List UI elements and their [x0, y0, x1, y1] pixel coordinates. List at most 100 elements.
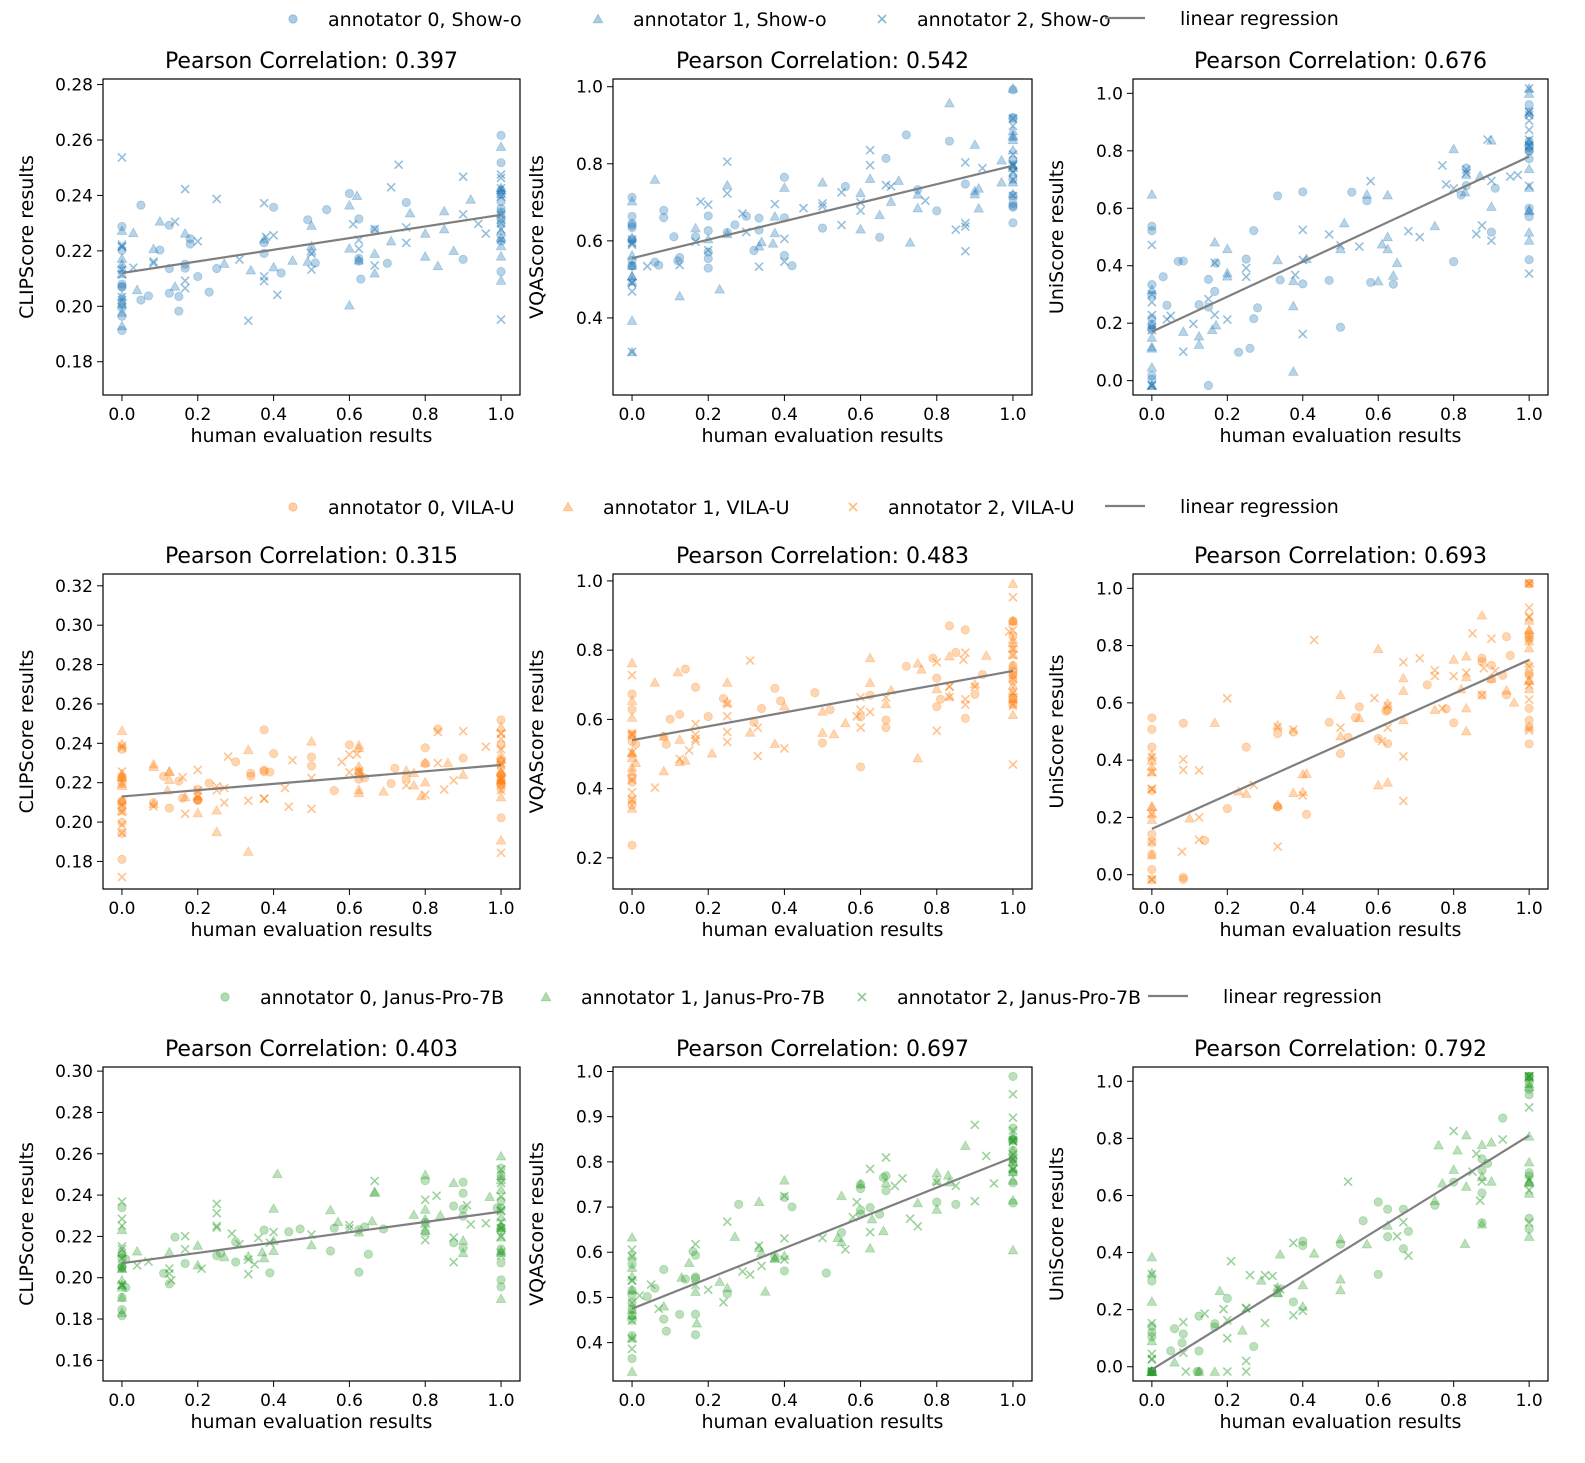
data-point-triangle	[753, 240, 765, 251]
data-point-triangle	[1372, 643, 1384, 654]
data-point-x	[944, 682, 955, 692]
chart-panel-2-2: Pearson Correlation: 0.792 0.0 0.2 0.4 0.6 0.…	[1046, 1037, 1549, 1433]
data-point-x	[1524, 1102, 1534, 1112]
data-point-triangle	[1476, 1171, 1488, 1181]
data-point-triangle	[1523, 181, 1535, 192]
data-point-circle	[1194, 1346, 1204, 1356]
data-point-circle	[631, 739, 641, 749]
x-tick-label: 0.4	[771, 1391, 798, 1411]
data-point-x	[627, 347, 637, 357]
data-point-circle	[1273, 191, 1283, 201]
data-point-circle	[1524, 1168, 1534, 1178]
data-point-x	[1475, 1196, 1485, 1206]
data-point-circle	[935, 694, 946, 704]
data-point-circle	[627, 1297, 637, 1308]
data-point-circle	[901, 661, 911, 671]
data-point-x	[1524, 612, 1534, 622]
data-point-circle	[1524, 203, 1534, 213]
data-point-x	[117, 1214, 127, 1224]
data-point-circle	[496, 1196, 506, 1206]
data-point-circle	[496, 715, 506, 725]
data-point-circle	[680, 664, 690, 674]
data-point-circle	[951, 647, 961, 658]
data-point-triangle	[943, 650, 955, 661]
data-point-triangle	[1397, 685, 1409, 696]
data-point-circle	[661, 1326, 671, 1336]
data-point-x	[496, 1164, 506, 1174]
data-point-circle	[1524, 255, 1534, 265]
y-axis-label: UniScore results	[1046, 160, 1068, 314]
data-point-x	[1483, 134, 1493, 145]
data-point-x	[1288, 1310, 1298, 1320]
data-point-circle	[496, 236, 506, 246]
data-points	[626, 82, 1019, 357]
data-point-triangle	[912, 752, 924, 763]
data-point-x	[779, 1233, 789, 1244]
data-point-x	[1194, 835, 1204, 845]
data-point-triangle	[179, 227, 191, 238]
data-point-circle	[1524, 1213, 1534, 1223]
data-point-triangle	[1460, 702, 1472, 713]
data-point-triangle	[1485, 1175, 1497, 1186]
data-point-x	[703, 1285, 713, 1295]
data-point-circle	[276, 268, 286, 278]
data-point-circle	[1298, 1240, 1308, 1251]
data-point-x	[890, 1181, 900, 1191]
data-point-triangle	[495, 274, 507, 285]
data-point-x	[344, 767, 354, 777]
data-point-circle	[496, 1163, 506, 1173]
data-point-x	[401, 780, 411, 790]
y-tick-label: 0.24	[55, 186, 93, 206]
data-point-x	[117, 295, 127, 305]
data-point-circle	[1335, 322, 1346, 332]
data-point-triangle	[1007, 615, 1019, 626]
data-point-x	[1004, 627, 1014, 637]
data-point-x	[117, 872, 127, 882]
data-point-circle	[1524, 136, 1534, 146]
data-point-circle	[627, 795, 637, 805]
data-point-triangle	[495, 1220, 507, 1231]
data-point-x	[718, 1297, 729, 1307]
data-point-x	[1461, 168, 1471, 178]
data-point-circle	[117, 803, 127, 813]
data-point-circle	[1147, 290, 1157, 300]
data-point-x	[1343, 1177, 1353, 1187]
data-point-circle	[496, 1226, 506, 1236]
data-point-circle	[1288, 727, 1298, 737]
data-point-triangle	[1297, 786, 1309, 797]
data-point-circle	[690, 1330, 701, 1340]
data-point-circle	[1178, 872, 1188, 882]
data-point-circle	[164, 803, 174, 813]
data-point-x	[117, 820, 127, 830]
data-point-x	[1008, 167, 1018, 178]
data-point-x	[1273, 722, 1283, 732]
data-point-circle	[1524, 100, 1534, 110]
data-point-x	[1477, 690, 1487, 700]
data-point-x	[148, 258, 159, 268]
data-point-triangle	[626, 314, 638, 325]
data-point-x	[481, 229, 491, 239]
data-point-circle	[1147, 849, 1157, 859]
data-point-triangle	[1460, 168, 1472, 179]
data-point-triangle	[465, 193, 477, 204]
data-point-triangle	[1007, 648, 1019, 659]
data-point-circle	[928, 653, 938, 663]
x-tick-label: 0.8	[412, 405, 439, 425]
data-point-x	[690, 1239, 701, 1249]
data-point-circle	[1008, 114, 1018, 124]
data-point-x	[1008, 1113, 1018, 1123]
data-point-circle	[1498, 1113, 1508, 1123]
data-point-triangle	[980, 649, 992, 660]
data-point-circle	[1178, 1329, 1188, 1339]
data-point-circle	[703, 712, 713, 722]
data-point-circle	[1147, 837, 1157, 847]
data-point-circle	[117, 282, 127, 292]
data-point-triangle	[495, 1170, 507, 1181]
data-point-x	[433, 727, 443, 737]
data-point-circle	[1477, 1165, 1487, 1175]
data-point-triangle	[495, 1231, 507, 1242]
x-tick-label: 0.2	[1214, 405, 1241, 425]
data-point-triangle	[1523, 1187, 1535, 1198]
data-point-circle	[901, 130, 911, 140]
data-point-circle	[1449, 257, 1459, 267]
